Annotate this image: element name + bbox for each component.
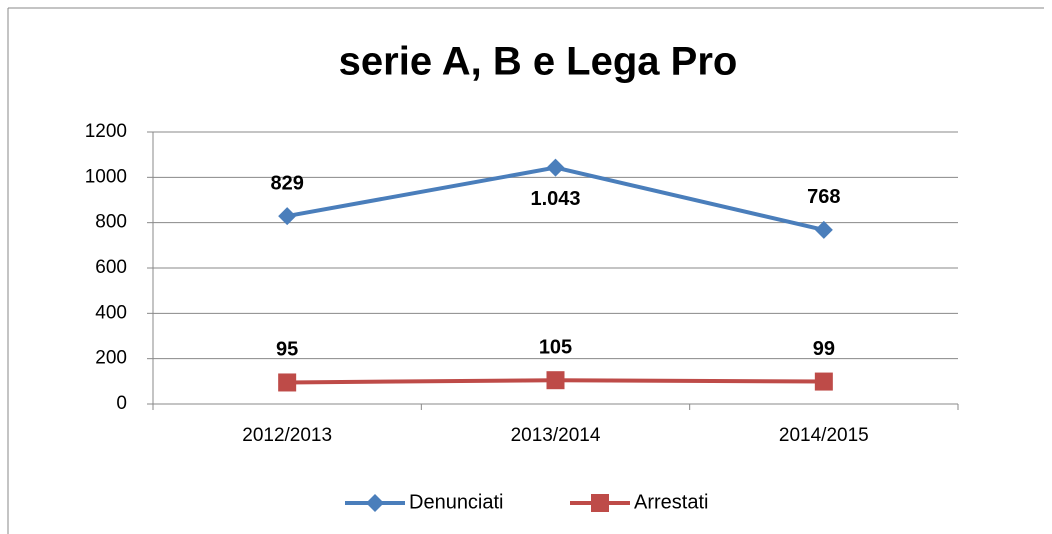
x-tick-label: 2013/2014 [511,425,601,446]
data-label: 105 [539,336,572,358]
y-tick-label: 200 [95,348,127,369]
data-label: 768 [807,186,840,208]
legend-marker [366,494,384,512]
data-label: 1.043 [530,188,580,210]
y-tick-label: 800 [95,212,127,233]
data-point [546,158,565,177]
legend-marker [591,494,609,512]
y-tick-label: 1200 [85,121,127,142]
data-label: 99 [813,338,835,360]
data-point [546,371,565,390]
legend-label: Denunciati [409,491,504,513]
chart-title: serie A, B e Lega Pro [339,40,738,84]
data-label: 95 [276,339,298,361]
x-tick-label: 2012/2013 [242,425,332,446]
y-tick-label: 0 [116,393,127,414]
data-point [814,220,833,239]
y-tick-label: 600 [95,257,127,278]
data-point [278,207,297,226]
x-tick-label: 2014/2015 [779,425,869,446]
data-point [814,372,833,391]
data-point [278,373,297,392]
legend-label: Arrestati [634,491,708,513]
y-tick-label: 1000 [85,166,127,187]
data-label: 829 [270,172,303,194]
y-tick-label: 400 [95,302,127,323]
